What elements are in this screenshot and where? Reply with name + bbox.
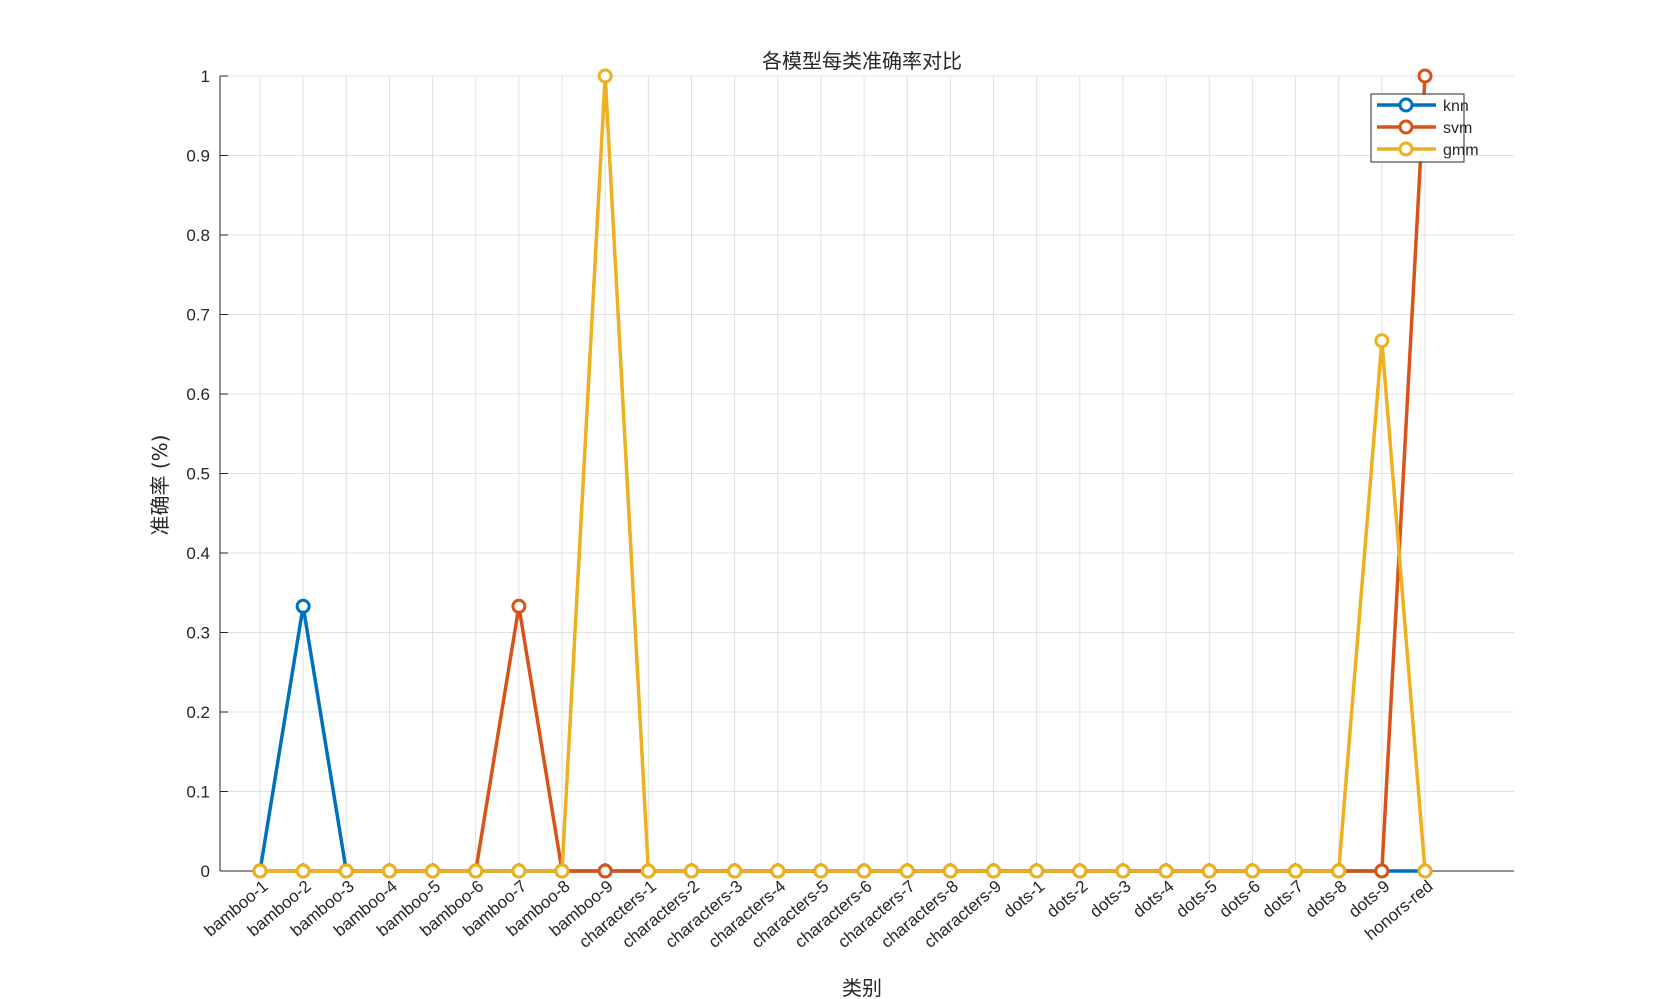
- data-point-gmm: [683, 863, 699, 879]
- data-point-gmm: [640, 863, 656, 879]
- data-point-gmm: [425, 863, 441, 879]
- grid-lines: [220, 75, 1514, 872]
- y-tick-label: 0.3: [186, 624, 210, 643]
- legend: knn svm gmm: [1370, 93, 1479, 163]
- data-point-gmm: [727, 863, 743, 879]
- data-point-gmm: [381, 863, 397, 879]
- data-point-gmm: [899, 863, 915, 879]
- data-point-gmm: [1029, 863, 1045, 879]
- data-point-svm: [597, 863, 613, 879]
- data-point-gmm: [468, 863, 484, 879]
- y-tick-label: 0.2: [186, 703, 210, 722]
- y-tick-label: 0.6: [186, 385, 210, 404]
- y-tick-label: 0: [201, 862, 210, 881]
- data-point-gmm: [1244, 863, 1260, 879]
- data-point-gmm: [252, 863, 268, 879]
- data-point-gmm: [813, 863, 829, 879]
- y-tick-label: 0.1: [186, 783, 210, 802]
- y-tick-label: 1: [201, 67, 210, 86]
- data-point-svm: [511, 598, 527, 614]
- data-point-gmm: [511, 863, 527, 879]
- data-point-svm: [1417, 68, 1433, 84]
- data-point-gmm: [1072, 863, 1088, 879]
- data-point-svm: [1374, 863, 1390, 879]
- series-line-gmm: [260, 75, 1427, 873]
- y-tick-label: 0.7: [186, 306, 210, 325]
- data-point-gmm: [1331, 863, 1347, 879]
- y-axis-label: 准确率 (%): [148, 435, 172, 536]
- y-tick-label: 0.8: [186, 226, 210, 245]
- data-point-gmm: [554, 863, 570, 879]
- data-point-gmm: [770, 863, 786, 879]
- data-point-gmm: [1374, 333, 1390, 349]
- legend-marker-svm: [1398, 119, 1414, 135]
- legend-label-knn: knn: [1443, 98, 1469, 115]
- data-point-gmm: [942, 863, 958, 879]
- data-point-gmm: [1115, 863, 1131, 879]
- x-axis-label: 类别: [842, 976, 882, 999]
- y-tick-label: 0.5: [186, 465, 210, 484]
- y-tick-label: 0.9: [186, 147, 210, 166]
- data-point-gmm: [295, 863, 311, 879]
- y-tick-labels: 0 0.1 0.2 0.3 0.4 0.5 0.6 0.7 0.8 0.9 1: [186, 67, 210, 881]
- data-point-knn: [295, 598, 311, 614]
- data-point-gmm: [986, 863, 1002, 879]
- data-point-gmm: [1158, 863, 1174, 879]
- legend-label-gmm: gmm: [1443, 142, 1479, 159]
- legend-label-svm: svm: [1443, 120, 1472, 137]
- data-point-gmm: [1201, 863, 1217, 879]
- data-point-gmm: [338, 863, 354, 879]
- data-point-gmm: [597, 68, 613, 84]
- legend-marker-knn: [1398, 97, 1414, 113]
- series-group: [252, 68, 1433, 879]
- y-tick-label: 0.4: [186, 544, 210, 563]
- chart-title: 各模型每类准确率对比: [762, 49, 962, 73]
- data-point-gmm: [856, 863, 872, 879]
- data-point-gmm: [1288, 863, 1304, 879]
- data-point-gmm: [1417, 863, 1433, 879]
- legend-marker-gmm: [1398, 141, 1414, 157]
